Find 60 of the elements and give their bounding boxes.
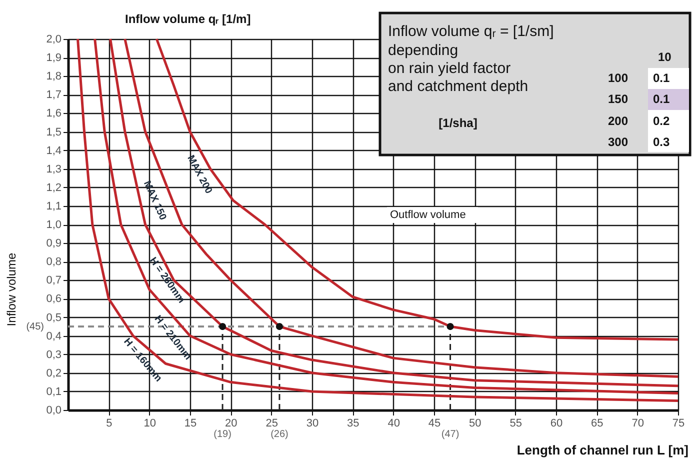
x-tick-label: 35 xyxy=(347,418,360,430)
y-tick-label: 2,0 xyxy=(46,34,62,46)
annotation: 0.2 xyxy=(653,114,670,128)
x-tick-label: 50 xyxy=(469,418,482,430)
annotation: MAX 200 xyxy=(184,154,214,196)
y-tick-label: 1,5 xyxy=(46,126,62,138)
x-tick-label: 45 xyxy=(428,418,441,430)
y-tick-label: 0,5 xyxy=(46,312,62,324)
x-axis-title: Length of channel run L [m] xyxy=(516,442,688,458)
annotation: 0.3 xyxy=(653,135,670,149)
annotation: 100 xyxy=(608,71,628,85)
ref-line-label: (19) xyxy=(214,429,232,440)
y-tick-label: 1,7 xyxy=(46,89,62,102)
y-tick-label: 0,4 xyxy=(46,330,62,342)
annotation: [1/sha] xyxy=(438,116,478,130)
annotation: 150 xyxy=(608,92,628,106)
text: Inflow volume qᵣ [1/m] xyxy=(125,12,251,26)
y-tick-label: 1,1 xyxy=(46,200,62,212)
annotation: 10 xyxy=(658,50,672,64)
y-tick-label: 0,8 xyxy=(46,256,62,268)
y-tick-label: 0,9 xyxy=(46,238,62,250)
ref-line-label: (26) xyxy=(270,429,288,440)
annotation: depending xyxy=(388,42,458,59)
y-tick-label: 1,6 xyxy=(46,108,62,120)
x-tick-label: 10 xyxy=(144,418,156,430)
annotation: MAX 150 xyxy=(141,179,168,222)
ref-line-label: (47) xyxy=(441,429,460,440)
x-tick-label: 20 xyxy=(225,418,238,430)
y-tick-label: 1,9 xyxy=(46,52,62,64)
annotation: 300 xyxy=(608,135,628,149)
x-tick-label: 25 xyxy=(266,418,278,430)
y-tick-label: 1,8 xyxy=(46,70,62,83)
annotation: 0.1 xyxy=(653,71,670,85)
annotation: and catchment depth xyxy=(388,78,528,95)
x-tick-label: 40 xyxy=(388,418,400,430)
y-tick-label: 0,1 xyxy=(46,386,62,398)
x-tick-label: 60 xyxy=(550,418,563,430)
y-tick-label: 1,0 xyxy=(46,219,62,231)
annotation: Outflow volume xyxy=(390,209,466,221)
y-tick-label: 0,7 xyxy=(46,274,62,287)
annotation: 0.1 xyxy=(653,92,670,106)
y-tick-label: 0,0 xyxy=(46,404,62,416)
y-tick-label: 1,2 xyxy=(46,182,62,194)
x-tick-label: 70 xyxy=(632,418,644,430)
y-tick-label: 1,4 xyxy=(46,144,62,157)
y-tick-label: 0,2 xyxy=(46,367,62,380)
annotation: 200 xyxy=(608,114,628,128)
y-tick-label: 0,3 xyxy=(46,348,62,361)
x-tick-label: 5 xyxy=(106,418,112,430)
x-tick-label: 55 xyxy=(510,418,522,430)
annotation: on rain yield factor xyxy=(388,60,511,77)
y-tick-label: 1,3 xyxy=(46,163,62,176)
x-tick-label: 75 xyxy=(672,418,685,430)
x-tick-label: 15 xyxy=(184,418,197,430)
y-axis-title: Inflow volume xyxy=(4,252,18,326)
x-tick-label: 30 xyxy=(306,418,319,430)
x-tick-label: 65 xyxy=(591,418,604,430)
ref-line-label: (45) xyxy=(26,322,44,333)
y-tick-label: 0,6 xyxy=(46,293,62,306)
annotation: Inflow volume qᵣ = [1/sm] xyxy=(388,23,554,40)
